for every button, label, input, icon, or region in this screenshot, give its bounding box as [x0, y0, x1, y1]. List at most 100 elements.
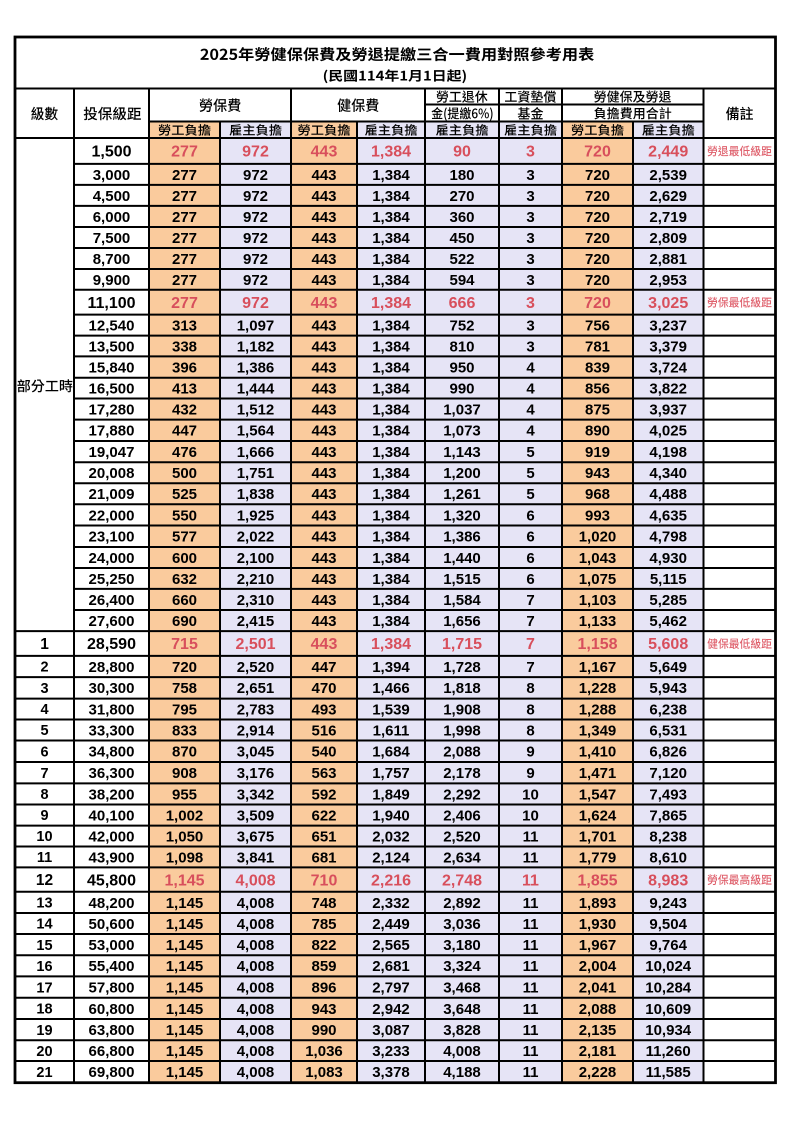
svg-text:516: 516 — [311, 722, 336, 739]
svg-text:40,100: 40,100 — [89, 807, 135, 824]
svg-text:12: 12 — [36, 872, 53, 889]
svg-text:4,008: 4,008 — [237, 1064, 275, 1081]
svg-text:443: 443 — [311, 188, 336, 205]
svg-text:632: 632 — [172, 571, 197, 588]
svg-text:443: 443 — [311, 272, 336, 289]
svg-text:3,724: 3,724 — [649, 359, 687, 376]
svg-text:2,228: 2,228 — [579, 1064, 617, 1081]
svg-text:3: 3 — [526, 144, 535, 161]
svg-text:10,284: 10,284 — [645, 980, 692, 997]
svg-text:9: 9 — [40, 808, 48, 824]
svg-text:1,715: 1,715 — [442, 636, 482, 653]
svg-text:16,500: 16,500 — [89, 381, 135, 398]
svg-text:1,930: 1,930 — [579, 916, 617, 933]
svg-text:1,384: 1,384 — [372, 209, 410, 226]
svg-text:592: 592 — [311, 786, 336, 803]
svg-text:1,145: 1,145 — [166, 1043, 204, 1060]
svg-text:1,020: 1,020 — [579, 529, 617, 546]
svg-text:1,384: 1,384 — [372, 423, 410, 440]
svg-text:1,728: 1,728 — [443, 659, 481, 676]
svg-text:5: 5 — [526, 444, 534, 461]
svg-text:720: 720 — [172, 659, 197, 676]
svg-text:1,855: 1,855 — [577, 872, 617, 889]
svg-text:8,610: 8,610 — [649, 849, 687, 866]
svg-text:1,097: 1,097 — [237, 318, 275, 335]
svg-text:443: 443 — [311, 613, 336, 630]
svg-text:4,008: 4,008 — [237, 980, 275, 997]
svg-text:5,462: 5,462 — [649, 613, 687, 630]
svg-text:19,047: 19,047 — [89, 444, 135, 461]
svg-text:1,500: 1,500 — [91, 144, 131, 161]
svg-text:270: 270 — [449, 188, 474, 205]
svg-text:6: 6 — [40, 744, 48, 760]
svg-text:7: 7 — [526, 636, 535, 653]
svg-text:9: 9 — [526, 765, 534, 782]
svg-text:277: 277 — [172, 251, 197, 268]
svg-text:443: 443 — [311, 381, 336, 398]
svg-text:990: 990 — [311, 1022, 336, 1039]
svg-text:43,900: 43,900 — [89, 849, 135, 866]
svg-text:4: 4 — [526, 423, 535, 440]
svg-text:1,410: 1,410 — [579, 744, 617, 761]
svg-text:5,943: 5,943 — [649, 680, 687, 697]
svg-text:2: 2 — [40, 660, 48, 676]
svg-text:993: 993 — [585, 507, 610, 524]
svg-text:66,800: 66,800 — [89, 1043, 135, 1060]
svg-text:1,384: 1,384 — [372, 444, 410, 461]
svg-text:1,200: 1,200 — [443, 465, 481, 482]
svg-text:447: 447 — [311, 659, 336, 676]
svg-text:1,466: 1,466 — [372, 680, 410, 697]
svg-text:720: 720 — [585, 167, 610, 184]
svg-text:2,210: 2,210 — [237, 571, 275, 588]
svg-text:1,037: 1,037 — [443, 401, 481, 418]
svg-text:1,167: 1,167 — [579, 659, 617, 676]
svg-text:1,656: 1,656 — [443, 613, 481, 630]
svg-text:1,083: 1,083 — [305, 1064, 343, 1081]
svg-text:6,826: 6,826 — [649, 744, 687, 761]
svg-text:522: 522 — [449, 251, 474, 268]
svg-text:972: 972 — [243, 251, 268, 268]
svg-text:1,386: 1,386 — [443, 529, 481, 546]
svg-text:3,237: 3,237 — [649, 318, 687, 335]
svg-text:3: 3 — [40, 681, 48, 697]
svg-text:4,500: 4,500 — [93, 188, 131, 205]
svg-text:2,681: 2,681 — [372, 958, 410, 975]
svg-text:1,893: 1,893 — [579, 895, 617, 912]
svg-text:972: 972 — [243, 230, 268, 247]
svg-text:943: 943 — [311, 1001, 336, 1018]
svg-text:715: 715 — [171, 636, 198, 653]
svg-text:2,415: 2,415 — [237, 613, 275, 630]
svg-text:1,145: 1,145 — [166, 1001, 204, 1018]
svg-text:277: 277 — [171, 295, 198, 312]
svg-text:896: 896 — [311, 980, 336, 997]
svg-text:1,384: 1,384 — [372, 230, 410, 247]
svg-text:17: 17 — [36, 980, 52, 996]
svg-text:11: 11 — [522, 872, 539, 889]
svg-text:1,384: 1,384 — [371, 295, 411, 312]
svg-text:2,797: 2,797 — [372, 980, 410, 997]
svg-text:1,320: 1,320 — [443, 507, 481, 524]
svg-text:22,000: 22,000 — [89, 507, 135, 524]
svg-text:1,666: 1,666 — [237, 444, 275, 461]
svg-text:1,515: 1,515 — [443, 571, 481, 588]
svg-text:3,675: 3,675 — [237, 828, 275, 845]
svg-text:810: 810 — [449, 338, 474, 355]
svg-text:2,953: 2,953 — [649, 272, 687, 289]
svg-text:4,635: 4,635 — [649, 507, 687, 524]
svg-text:666: 666 — [449, 295, 476, 312]
svg-text:875: 875 — [585, 401, 610, 418]
svg-text:1,158: 1,158 — [577, 636, 617, 653]
svg-text:1: 1 — [40, 636, 49, 653]
svg-text:443: 443 — [311, 167, 336, 184]
svg-text:7,865: 7,865 — [649, 807, 687, 824]
svg-text:1,564: 1,564 — [237, 423, 275, 440]
svg-text:42,000: 42,000 — [89, 828, 135, 845]
svg-text:2,892: 2,892 — [443, 895, 481, 912]
svg-text:4,008: 4,008 — [237, 937, 275, 954]
svg-text:660: 660 — [172, 592, 197, 609]
svg-text:3,648: 3,648 — [443, 1001, 481, 1018]
svg-text:38,200: 38,200 — [89, 786, 135, 803]
svg-text:1,384: 1,384 — [372, 571, 410, 588]
svg-text:785: 785 — [311, 916, 336, 933]
svg-text:1,145: 1,145 — [166, 980, 204, 997]
